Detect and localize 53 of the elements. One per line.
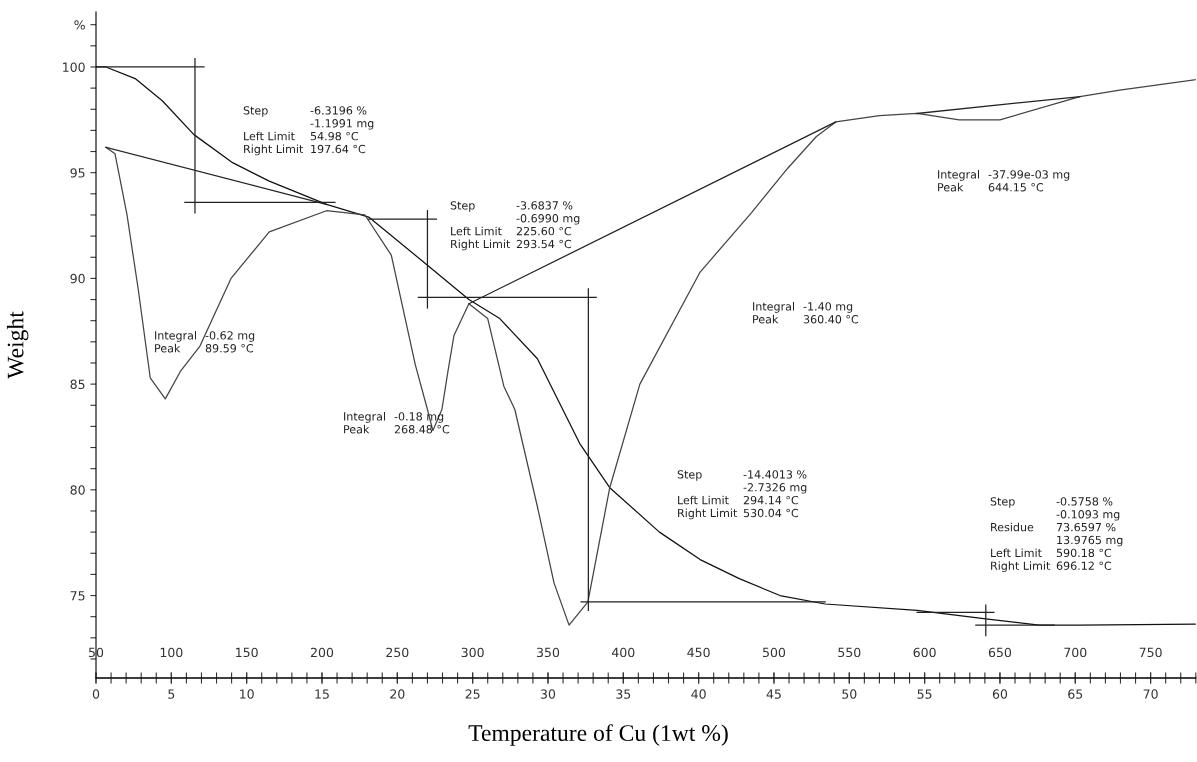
annotation: -1.40 mg 360.40 °C (803, 302, 859, 324)
y-tick-label: 90 (70, 273, 85, 284)
x2-tick-label: 0 (92, 689, 100, 699)
annotation: Integral Peak (344, 412, 385, 434)
x2-tick-label: 65 (1068, 689, 1083, 699)
x-tick-label: 500 (763, 647, 786, 658)
text: Step Left Limit Right Limit (450, 201, 511, 251)
x2-tick-label: 35 (616, 689, 631, 699)
x2-tick-label: 60 (992, 689, 1008, 699)
text: Step Residue Left Limit Right Limit (990, 497, 1051, 573)
text: Step Left Limit Right Limit (243, 106, 304, 156)
annotation: -0.62 mg 89.59 °C (205, 331, 255, 353)
x-tick-label: 400 (611, 647, 635, 658)
annotation: Integral Peak (753, 302, 794, 324)
x-tick-label: 700 (1064, 647, 1087, 658)
y-axis-title: Weight (6, 311, 29, 379)
x-tick-label: 550 (838, 647, 861, 658)
annotation: -0.5758 % -0.1093 mg 73.6597 % 13.9765 mg 590.18 °C 696.12 °C (1056, 497, 1123, 570)
x-tick-label: 150 (236, 647, 258, 658)
x2-tick-label: 70 (1143, 689, 1158, 699)
x2-tick-label: 20 (390, 689, 405, 699)
annotation: -3.6837 % -0.6990 mg 225.60 °C 293.54 °C (516, 201, 580, 249)
x2-tick-label: 25 (465, 689, 480, 699)
x-tick-label: 100 (160, 647, 183, 658)
x2-tick-label: 55 (917, 689, 932, 699)
y-tick-label: 80 (70, 485, 85, 495)
y-tick-label: 95 (70, 168, 85, 178)
x2-tick-label: 30 (540, 689, 556, 699)
x2-tick-label: 50 (842, 689, 857, 699)
y-tick-label: % (74, 20, 85, 30)
x2-tick-label: 5 (168, 689, 175, 699)
x-tick-label: 350 (537, 647, 560, 658)
x-tick-label: 250 (386, 647, 409, 658)
annotation: Integral Peak (938, 170, 979, 192)
x-tick-label: 600 (913, 647, 936, 658)
y-tick-label: 75 (70, 591, 85, 601)
annotation: Integral Peak (155, 331, 196, 353)
x-tick-label: 300 (461, 647, 484, 658)
x2-tick-label: 10 (240, 689, 254, 699)
annotation: -37.99e-03 mg 644.15 °C (988, 170, 1070, 192)
y-tick-label: 85 (70, 379, 85, 390)
x-tick-label: 450 (687, 647, 710, 658)
annotation: -14.4013 % -2.7326 mg 294.14 °C 530.04 °C (743, 470, 807, 518)
y-tick-label: 100 (63, 62, 85, 72)
x-axis-title: Temperature of Cu (1wt %) (468, 724, 728, 746)
x-tick-label: 650 (988, 647, 1012, 658)
annotation: -6.3196 % -1.1991 mg 54.98 °C 197.64 °C (310, 106, 374, 154)
x-tick-label: 200 (310, 647, 334, 658)
x2-tick-label: 15 (315, 689, 329, 699)
x2-tick-label: 45 (766, 689, 781, 699)
text: Step Left Limit Right Limit (677, 470, 738, 520)
x-tick-label: 750 (1139, 647, 1162, 658)
x2-tick-label: 40 (691, 689, 706, 699)
